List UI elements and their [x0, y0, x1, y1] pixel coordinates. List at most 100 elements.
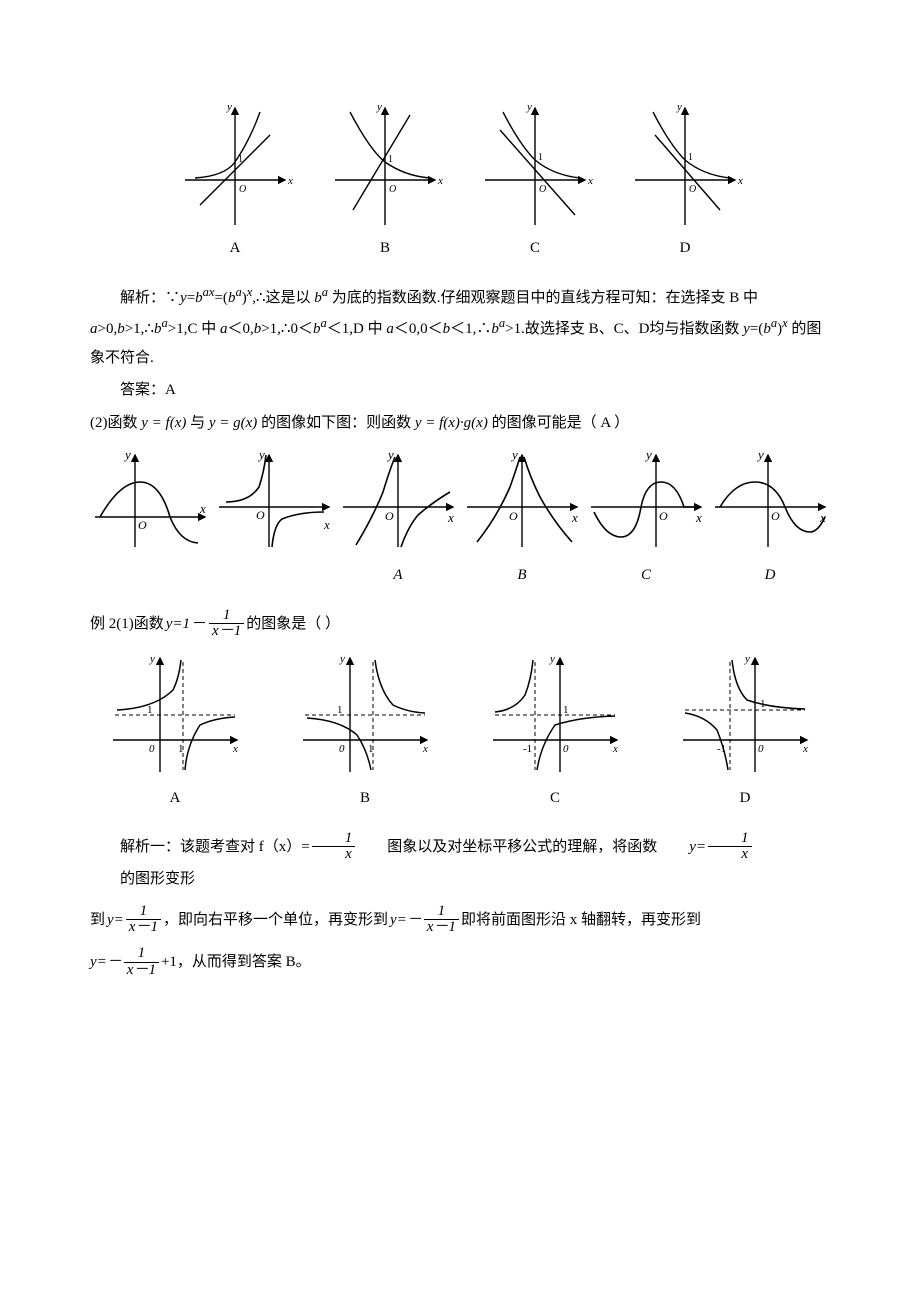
svg-text:O: O: [539, 184, 546, 195]
a2-frac1: 1 x: [312, 831, 356, 864]
graph-3A-label: A: [105, 784, 245, 813]
svg-text:0: 0: [339, 743, 345, 755]
svg-text:1: 1: [368, 743, 374, 755]
svg-text:y: y: [257, 447, 265, 462]
svg-text:O: O: [385, 509, 394, 523]
q2-mid2: 的图像如下图：则函数: [261, 415, 411, 431]
a2-tail1: 的图形变形: [90, 865, 195, 894]
svg-text:1: 1: [688, 152, 693, 163]
q2-tail: 的图像可能是（ A ）: [492, 415, 630, 431]
svg-text:y: y: [756, 447, 764, 462]
svg-text:1: 1: [538, 152, 543, 163]
ex2-minus: －: [192, 610, 207, 639]
example-2-intro: 例 2(1)函数 y=1 － 1 x－1 的图象是（ ）: [90, 608, 830, 641]
graph-A: x y O 1 A: [175, 100, 295, 263]
a2-prefix: 解析一：该题考查对 f（x）=: [90, 833, 310, 862]
a2-yeq2: y=: [107, 906, 124, 935]
svg-text:y: y: [526, 101, 532, 113]
graph-3B-label: B: [295, 784, 435, 813]
graph-2D-label: D: [710, 561, 830, 590]
a2-frac4-num: 1: [424, 904, 459, 921]
figure-row-3: x y 0 1 1 A x y 0 1 1 B: [90, 650, 830, 813]
graph-2B-label: B: [462, 561, 582, 590]
graph-D: x y O 1 D: [625, 100, 745, 263]
svg-text:O: O: [509, 509, 518, 523]
a2-l2pre: 到: [90, 906, 105, 935]
svg-text:x: x: [737, 175, 743, 187]
graph-3D-label: D: [675, 784, 815, 813]
graph-2C: y x O C: [586, 447, 706, 590]
ex2-prefix: 例 2(1)函数: [90, 610, 164, 639]
answer-1: 答案：A: [90, 376, 830, 405]
svg-text:1: 1: [147, 704, 153, 716]
analysis-1: 解析：∵y=bax=(ba)x,∴这是以 ba 为底的指数函数.仔细观察题目中的…: [90, 281, 830, 373]
svg-text:0: 0: [758, 743, 764, 755]
a2-plus1: +1，从而得到答案 B。: [161, 948, 311, 977]
svg-text:0: 0: [149, 743, 155, 755]
svg-text:y: y: [376, 101, 382, 113]
a2-frac5: 1 x－1: [124, 946, 159, 979]
a2-frac3: 1 x－1: [126, 904, 161, 937]
svg-text:x: x: [199, 501, 206, 516]
figure-row-2: y x O y x O y x O A: [90, 447, 830, 590]
svg-text:x: x: [323, 517, 330, 532]
svg-text:x: x: [695, 510, 702, 525]
graph-B-label: B: [325, 234, 445, 263]
svg-text:y: y: [226, 101, 232, 113]
a2-frac1-num: 1: [312, 831, 356, 848]
graph-fx-label: [90, 561, 210, 590]
a2-l3pre: y=－: [90, 948, 122, 977]
svg-text:y: y: [744, 653, 750, 665]
a2-frac3-den: x－1: [126, 920, 161, 936]
svg-text:O: O: [689, 184, 696, 195]
a2-frac2: 1 x: [708, 831, 752, 864]
svg-text:y: y: [549, 653, 555, 665]
graph-3D: x y 0 1 -1 D: [675, 650, 815, 813]
graph-2A: y x O A: [338, 447, 458, 590]
graph-3B: x y 0 1 1 B: [295, 650, 435, 813]
svg-text:x: x: [422, 743, 428, 755]
svg-text:y: y: [676, 101, 682, 113]
svg-text:O: O: [389, 184, 396, 195]
graph-2D: y x O D: [710, 447, 830, 590]
graph-3A: x y 0 1 1 A: [105, 650, 245, 813]
ex2-frac-den: x－1: [209, 624, 244, 640]
svg-text:y: y: [510, 447, 518, 462]
graph-C-label: C: [475, 234, 595, 263]
analysis-2-line3: y=－ 1 x－1 +1，从而得到答案 B。: [90, 946, 830, 979]
svg-text:-1: -1: [523, 743, 532, 755]
a2-frac3-num: 1: [126, 904, 161, 921]
question-2: (2)函数 y = f(x) 与 y = g(x) 的图像如下图：则函数 y =…: [90, 409, 830, 438]
svg-text:y: y: [123, 447, 131, 462]
svg-text:O: O: [256, 508, 265, 522]
svg-text:0: 0: [563, 743, 569, 755]
svg-text:x: x: [232, 743, 238, 755]
svg-text:y: y: [339, 653, 345, 665]
analysis-2-line2: 到 y= 1 x－1 ，即向右平移一个单位，再变形到 y=－ 1 x－1 即将前…: [90, 904, 830, 937]
a2-mid3: 即将前面图形沿 x 轴翻转，再变形到: [461, 906, 701, 935]
graph-3C-label: C: [485, 784, 625, 813]
svg-text:x: x: [571, 510, 578, 525]
svg-text:x: x: [437, 175, 443, 187]
ex2-yeq: y=1: [166, 610, 190, 639]
graph-B: x y O 1 B: [325, 100, 445, 263]
svg-text:x: x: [612, 743, 618, 755]
a2-frac5-num: 1: [124, 946, 159, 963]
graph-2B: y x O B: [462, 447, 582, 590]
svg-text:O: O: [239, 184, 246, 195]
a2-frac4-den: x－1: [424, 920, 459, 936]
figure-row-1: x y O 1 A x y O 1 B x y: [90, 100, 830, 263]
a2-frac2-den: x: [708, 847, 752, 863]
ex2-frac-num: 1: [209, 608, 244, 625]
a2-frac2-num: 1: [708, 831, 752, 848]
graph-fx: y x O: [90, 447, 210, 590]
svg-text:1: 1: [563, 704, 569, 716]
a2-neg: y=－: [390, 906, 422, 935]
graph-C: x y O 1 C: [475, 100, 595, 263]
svg-text:x: x: [447, 510, 454, 525]
svg-text:y: y: [644, 447, 652, 462]
svg-text:O: O: [138, 518, 147, 532]
q2-f: y = f(x): [141, 415, 186, 431]
graph-2C-label: C: [586, 561, 706, 590]
svg-text:y: y: [149, 653, 155, 665]
